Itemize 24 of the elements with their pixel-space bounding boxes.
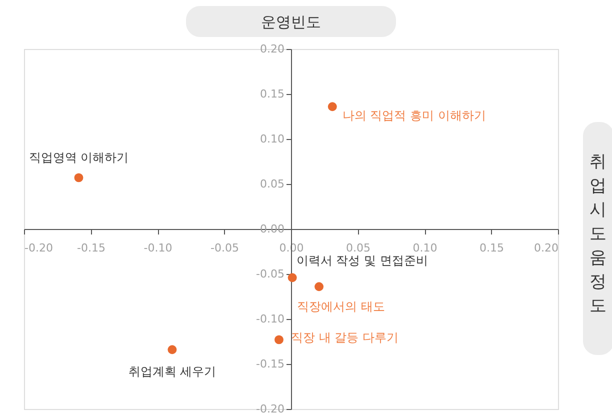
annotation: 직업영역 이해하기 [28,150,129,165]
y-tick-label: 0.10 [260,132,284,146]
y-tick-label: 0.05 [260,178,284,190]
x-tick-label: -0.15 [77,242,106,254]
x-tick-label: -0.20 [24,242,53,254]
x-tick-label: 0.10 [412,242,438,254]
annotation: 나의 직업적 흥미 이해하기 [342,108,486,123]
annotation: 직장 내 갈등 다루기 [290,330,398,345]
x-axis-title: 취업시 도움정도 [590,152,606,316]
x-tick-label: -0.10 [144,242,172,254]
annotation: 직장에서의 태도 [297,300,385,314]
y-tick-label: 0.20 [260,42,284,56]
annotation: 취업계획 세우기 [128,364,216,379]
y-tick-label: -0.05 [256,268,284,280]
y-tick-label: -0.15 [256,358,284,370]
x-tick-label: 0.15 [480,242,504,254]
y-axis-title: 운영빈도 [261,13,321,31]
y-tick-label: -0.20 [256,402,284,416]
y-tick-label: -0.10 [256,312,284,326]
x-tick-label: -0.05 [210,242,239,254]
x-tick-label: 0.20 [534,242,558,254]
y-tick-label: 0.15 [260,88,284,100]
x-tick-label: 0.05 [346,242,370,254]
annotation: 이력서 작성 및 면접준비 [296,254,428,268]
